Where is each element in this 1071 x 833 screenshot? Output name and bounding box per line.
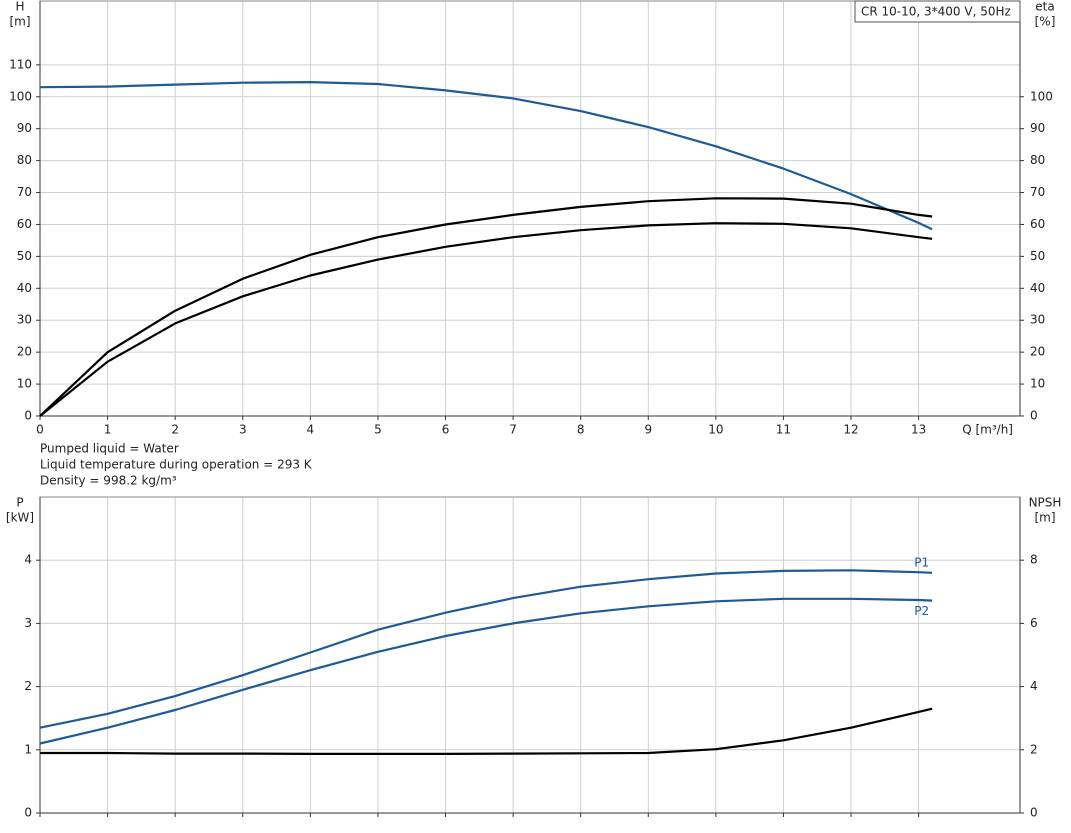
y-axis-unit: [m] [9, 15, 30, 29]
annotation: Density = 998.2 kg/m³ [40, 474, 177, 488]
y-tick-label: 70 [17, 185, 32, 199]
curve-label: P2 [914, 604, 929, 618]
y2-tick-label: 90 [1030, 121, 1045, 135]
x-tick-label: 12 [843, 423, 858, 437]
x-tick-label: 6 [442, 423, 450, 437]
y-tick-label: 80 [17, 153, 32, 167]
y2-tick-label: 100 [1030, 89, 1053, 103]
x-tick-label: 5 [374, 423, 382, 437]
y-tick-label: 50 [17, 249, 32, 263]
y-tick-label: 10 [17, 377, 32, 391]
y2-tick-label: 0 [1030, 409, 1038, 423]
curve [39, 569, 933, 729]
y2-tick-label: 8 [1030, 553, 1038, 567]
x-tick-label: 8 [577, 423, 585, 437]
y2-tick-label: 60 [1030, 217, 1045, 231]
y-axis-label: P [16, 496, 23, 510]
y-tick-label: 0 [24, 409, 32, 423]
y-tick-label: 2 [24, 679, 32, 693]
y-axis-label: H [15, 0, 24, 14]
y2-axis-label: NPSH [1029, 496, 1062, 510]
y-tick-label: 100 [9, 89, 32, 103]
y2-tick-label: 50 [1030, 249, 1045, 263]
y2-tick-label: 2 [1030, 742, 1038, 756]
x-axis-label: Q [m³/h] [962, 423, 1013, 437]
y2-tick-label: 4 [1030, 679, 1038, 693]
x-tick-label: 9 [644, 423, 652, 437]
y-tick-label: 110 [9, 57, 32, 71]
annotation: Pumped liquid = Water [40, 442, 179, 456]
plot-frame [39, 0, 1021, 417]
y2-tick-label: 6 [1030, 616, 1038, 630]
curve [39, 597, 933, 745]
y-tick-label: 40 [17, 281, 32, 295]
y2-tick-label: 10 [1030, 377, 1045, 391]
x-tick-label: 0 [36, 423, 44, 437]
chart-title: CR 10-10, 3*400 V, 50Hz [861, 5, 1011, 19]
curve [39, 197, 933, 417]
y-tick-label: 1 [24, 742, 32, 756]
curve [40, 707, 933, 755]
y2-axis-unit: [%] [1035, 15, 1056, 29]
annotation: Liquid temperature during operation = 29… [40, 458, 313, 472]
curve-label: P1 [914, 555, 929, 569]
x-tick-label: 3 [239, 423, 247, 437]
x-tick-label: 2 [171, 423, 179, 437]
y-tick-label: 4 [24, 553, 32, 567]
curve [39, 81, 933, 231]
y2-tick-label: 30 [1030, 313, 1045, 327]
y2-tick-label: 80 [1030, 153, 1045, 167]
y-tick-label: 30 [17, 313, 32, 327]
x-tick-label: 13 [911, 423, 926, 437]
y-tick-label: 60 [17, 217, 32, 231]
y-tick-label: 90 [17, 121, 32, 135]
y2-tick-label: 40 [1030, 281, 1045, 295]
x-tick-label: 1 [104, 423, 112, 437]
y-tick-label: 3 [24, 616, 32, 630]
x-tick-label: 4 [307, 423, 315, 437]
y-axis-unit: [kW] [6, 511, 34, 525]
y-tick-label: 20 [17, 345, 32, 359]
y2-tick-label: 70 [1030, 185, 1045, 199]
y2-axis-label: eta [1035, 0, 1054, 14]
title-box [854, 0, 1021, 23]
x-tick-label: 10 [708, 423, 723, 437]
y2-tick-label: 0 [1030, 806, 1038, 820]
plot-frame [39, 496, 1021, 814]
curve [39, 222, 933, 417]
y-tick-label: 0 [24, 806, 32, 820]
x-tick-label: 7 [509, 423, 517, 437]
y2-axis-unit: [m] [1034, 511, 1055, 525]
x-tick-label: 11 [776, 423, 791, 437]
y2-tick-label: 20 [1030, 345, 1045, 359]
